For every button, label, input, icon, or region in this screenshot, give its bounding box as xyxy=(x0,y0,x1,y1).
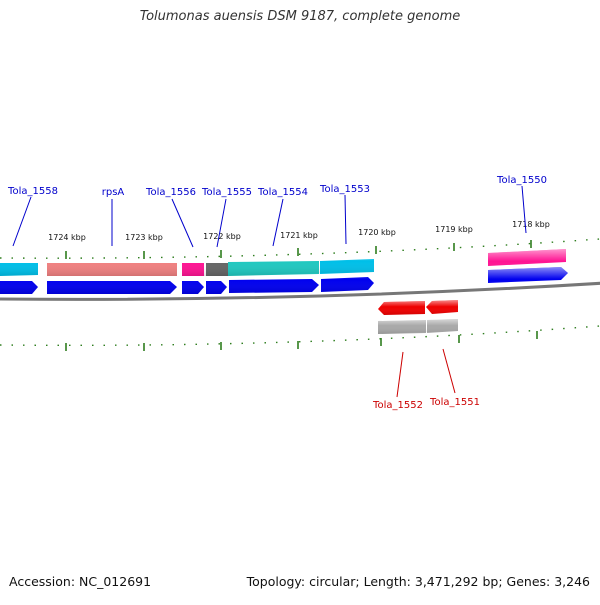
leader-line-tola-1554 xyxy=(272,198,284,247)
gene-label-tola-1550[interactable]: Tola_1550 xyxy=(496,175,547,186)
leader-line-tola-1556 xyxy=(171,198,194,248)
gene-label-tola-1553[interactable]: Tola_1553 xyxy=(319,184,370,195)
gene-label-tola-1554[interactable]: Tola_1554 xyxy=(257,187,308,198)
gene-labels: Tola_1558 rpsA Tola_1556 Tola_1555 Tola_… xyxy=(7,175,547,411)
scale-labels: 1724 kbp 1723 kbp 1722 kbp 1721 kbp 1720… xyxy=(48,220,550,242)
scale-label: 1718 kbp xyxy=(512,220,550,229)
scale-label: 1719 kbp xyxy=(435,225,473,234)
gene-label-tola-1556[interactable]: Tola_1556 xyxy=(145,187,196,198)
leader-line-tola-1553 xyxy=(344,194,347,245)
label-leader-lines xyxy=(12,185,527,398)
gene-label-tola-1555[interactable]: Tola_1555 xyxy=(201,187,252,198)
gene-label-tola-1552[interactable]: Tola_1552 xyxy=(372,400,423,411)
leader-line-tola-1555 xyxy=(216,198,227,248)
gene-feature-track-forward xyxy=(0,249,566,276)
cds-track-forward xyxy=(0,267,568,294)
upper-tick-row xyxy=(0,238,600,259)
lower-tick-row xyxy=(0,325,600,351)
leader-line-tola-1558 xyxy=(12,196,32,247)
leader-line-tola-1552 xyxy=(396,351,404,398)
genome-backbone xyxy=(0,281,600,301)
scale-label: 1722 kbp xyxy=(203,232,241,241)
gene-label-tola-1558[interactable]: Tola_1558 xyxy=(7,186,58,197)
accession-text: Accession: NC_012691 xyxy=(9,574,152,589)
gene-label-rpsa[interactable]: rpsA xyxy=(102,187,125,198)
cds-track-reverse xyxy=(378,300,458,315)
scale-label: 1724 kbp xyxy=(48,233,86,242)
gene-feature-track-reverse xyxy=(378,319,458,334)
genome-title: Tolumonas auensis DSM 9187, complete gen… xyxy=(139,9,461,24)
leader-line-tola-1551 xyxy=(442,348,456,394)
scale-label: 1721 kbp xyxy=(280,231,318,240)
genome-summary-text: Topology: circular; Length: 3,471,292 bp… xyxy=(246,574,590,589)
gene-label-tola-1551[interactable]: Tola_1551 xyxy=(429,397,480,408)
scale-label: 1723 kbp xyxy=(125,233,163,242)
scale-label: 1720 kbp xyxy=(358,228,396,237)
leader-line-tola-1550 xyxy=(521,185,527,234)
